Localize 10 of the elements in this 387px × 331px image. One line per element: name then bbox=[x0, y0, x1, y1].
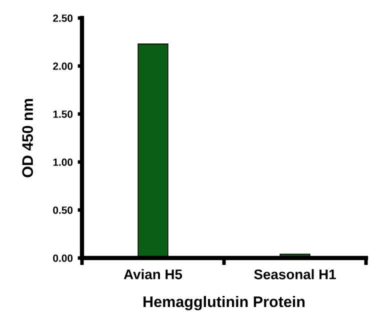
x-tick-label: Avian H5 bbox=[124, 269, 182, 280]
y-tick-label: 2.50 bbox=[53, 14, 73, 22]
y-tick-label: 0.00 bbox=[53, 254, 73, 262]
y-axis-title: OD 450 nm bbox=[22, 99, 34, 178]
y-tick-label: 0.50 bbox=[53, 206, 73, 214]
y-tick-label: 1.50 bbox=[53, 110, 73, 118]
x-axis-title: Hemagglutinin Protein bbox=[144, 296, 305, 310]
y-tick-label: 1.00 bbox=[53, 158, 73, 166]
y-tick-label: 2.00 bbox=[53, 62, 73, 70]
x-tick-label: Seasonal H1 bbox=[254, 269, 336, 280]
